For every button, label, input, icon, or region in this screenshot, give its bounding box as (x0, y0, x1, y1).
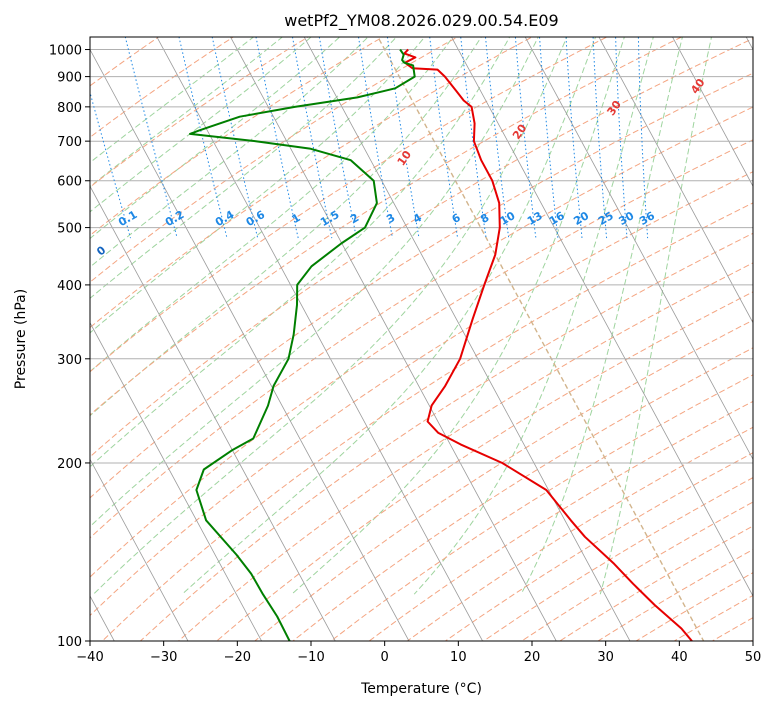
dewpoint-profile-line (189, 48, 416, 641)
chart-title: wetPf2_YM08.2026.029.00.54.E09 (284, 11, 558, 31)
x-tick-label: −10 (297, 650, 324, 665)
y-axis-title: Pressure (hPa) (13, 289, 29, 389)
dry-adiabat-label: -10 (29, 239, 53, 262)
x-tick-label: 30 (597, 650, 614, 665)
moist-adiabats (90, 37, 713, 595)
x-tick-label: 50 (745, 650, 762, 665)
axis-ticks: −40 −30 −20 −10 0 10 20 30 40 50 1000 900 800 700 600 5… (49, 44, 761, 665)
x-tick-label: 10 (450, 650, 467, 665)
y-tick-label: 900 (57, 71, 82, 86)
plot-area: -100-90-80-70-60-50-40-30-20-10010203040… (29, 37, 753, 641)
x-tick-label: −30 (150, 650, 177, 665)
y-tick-label: 100 (57, 635, 82, 650)
y-tick-label: 300 (57, 353, 82, 368)
x-tick-label: 40 (671, 650, 688, 665)
y-tick-label: 200 (57, 457, 82, 472)
y-tick-label: 400 (57, 279, 82, 294)
profile-series (189, 48, 693, 641)
y-tick-label: 500 (57, 222, 82, 237)
y-tick-label: 1000 (49, 44, 82, 59)
mixing-ratio-lines (90, 37, 649, 239)
y-tick-label: 600 (57, 175, 82, 190)
x-axis-title: Temperature (°C) (360, 681, 482, 697)
temperature-profile-line (403, 48, 693, 641)
x-tick-label: 0 (381, 650, 389, 665)
x-tick-label: −40 (76, 650, 103, 665)
x-tick-label: −20 (224, 650, 251, 665)
y-tick-label: 800 (57, 101, 82, 116)
x-tick-label: 20 (524, 650, 541, 665)
isotherms (90, 37, 753, 641)
y-tick-label: 700 (57, 135, 82, 150)
plot-frame (89, 36, 754, 642)
